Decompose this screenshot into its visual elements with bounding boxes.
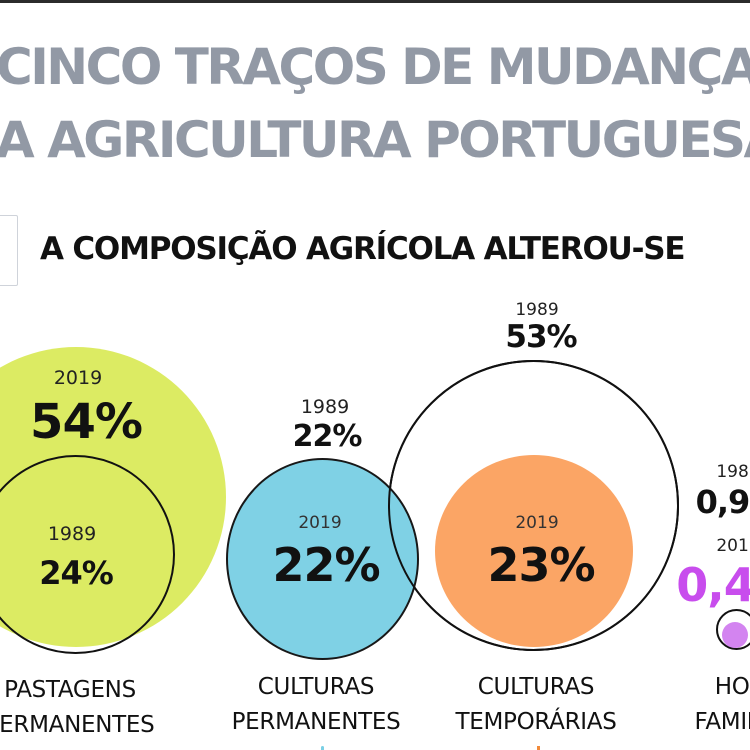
culturas-temporarias-1989-outline-overlap: [388, 360, 679, 651]
category-label-line1: HORTAS: [714, 674, 750, 700]
hortas-1989-bubble: [716, 609, 750, 650]
section-marker-box: [0, 215, 18, 286]
hortas-2019-year: 2019: [716, 536, 750, 556]
culturas-temporarias-2019-bubble: [435, 455, 633, 647]
culturas-temporarias-2019-value: 23%: [487, 538, 595, 592]
culturas-permanentes-2019-bubble: [226, 458, 419, 660]
culturas-permanentes-2019-year: 2019: [298, 513, 342, 533]
pastagens-1989-value: 24%: [39, 554, 114, 592]
hortas-1989-year: 1989: [716, 462, 750, 482]
culturas-temporarias-1989-year: 1989: [515, 300, 559, 320]
category-label-line2: FAMILIARES: [694, 709, 750, 735]
category-label-culturas-temporarias: CULTURAS TEMPORÁRIAS: [456, 670, 617, 740]
page-title-line2: A AGRICULTURA PORTUGUESA: [0, 111, 750, 169]
pastagens-2019-value: 54%: [30, 394, 143, 450]
category-label-line1: CULTURAS: [257, 674, 375, 700]
pastagens-2019-year: 2019: [53, 367, 103, 389]
chart-title: A COMPOSIÇÃO AGRÍCOLA ALTEROU-SE: [40, 231, 686, 267]
category-label-line1: CULTURAS: [477, 674, 595, 700]
page-title-line1: CINCO TRAÇOS DE MUDANÇA: [0, 38, 750, 96]
culturas-temporarias-marker: [537, 746, 540, 750]
pastagens-1989-bubble: [0, 455, 175, 654]
hortas-2019-bubble: [722, 622, 748, 648]
culturas-permanentes-1989-year: 1989: [300, 396, 350, 418]
category-label-pastagens: PASTAGENS PERMANENTES: [0, 673, 155, 743]
category-label-line1: PASTAGENS: [4, 677, 136, 703]
category-label-hortas: HORTAS FAMILIARES: [695, 670, 750, 740]
culturas-permanentes-2019-value: 22%: [272, 538, 380, 592]
category-label-line2: PERMANENTES: [231, 709, 401, 735]
culturas-temporarias-1989-value: 53%: [505, 319, 577, 355]
culturas-permanentes-1989-value: 22%: [292, 419, 363, 454]
pastagens-1989-year: 1989: [47, 523, 97, 545]
category-label-culturas-permanentes: CULTURAS PERMANENTES: [232, 670, 401, 740]
culturas-temporarias-2019-year: 2019: [515, 513, 559, 533]
culturas-permanentes-marker: [321, 746, 324, 750]
hortas-1989-value: 0,9%: [695, 483, 750, 521]
category-label-line2: PERMANENTES: [0, 712, 155, 738]
hortas-2019-value: 0,4%: [676, 558, 750, 612]
category-label-line2: TEMPORÁRIAS: [455, 709, 617, 735]
top-bar: [0, 0, 750, 3]
